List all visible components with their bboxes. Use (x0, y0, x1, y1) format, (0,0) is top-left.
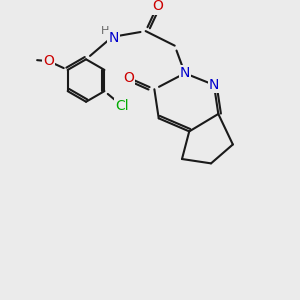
Text: O: O (123, 70, 134, 85)
Text: Cl: Cl (115, 99, 129, 113)
Text: N: N (209, 78, 219, 92)
Text: O: O (152, 0, 163, 14)
Text: O: O (43, 54, 54, 68)
Text: N: N (109, 32, 119, 45)
Text: H: H (101, 26, 109, 36)
Text: N: N (180, 66, 190, 80)
